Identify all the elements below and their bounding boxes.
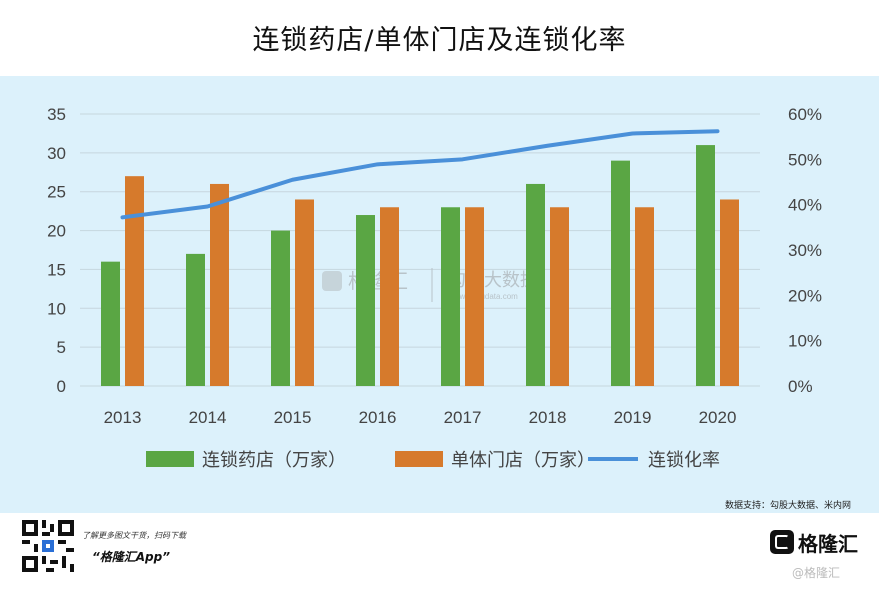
y-left-tick-label: 20 — [47, 222, 66, 241]
bar-chain-store — [696, 145, 715, 386]
bar-single-store — [550, 207, 569, 386]
qr-code-icon — [22, 520, 74, 572]
y-right-tick-label: 40% — [788, 196, 822, 215]
y-right-tick-label: 60% — [788, 105, 822, 124]
line-chain-rate — [120, 129, 720, 220]
legend-swatch-single — [395, 451, 443, 467]
bar-chain-store — [441, 207, 460, 386]
title-bar: 连锁药店/单体门店及连锁化率 — [0, 0, 879, 76]
y-right-tick-label: 30% — [788, 241, 822, 260]
x-tick-label: 2016 — [359, 408, 397, 427]
bar-chain-store — [611, 160, 630, 386]
legend-swatch-chain — [146, 451, 194, 467]
bar-chain-store — [101, 261, 120, 386]
bar-single-store — [380, 207, 399, 386]
y-left-tick-label: 35 — [47, 105, 66, 124]
chart-title: 连锁药店/单体门店及连锁化率 — [252, 25, 627, 56]
x-tick-label: 2020 — [699, 408, 737, 427]
y-left-tick-label: 10 — [47, 299, 66, 318]
x-tick-label: 2015 — [274, 408, 312, 427]
watermark-text-right: 勾股大数据 — [448, 270, 538, 290]
corner-watermark: @格隆汇 — [792, 566, 841, 580]
footer — [0, 513, 879, 589]
y-right-tick-label: 10% — [788, 332, 822, 351]
brand-logo: 格隆汇 — [770, 528, 858, 556]
x-tick-label: 2017 — [444, 408, 482, 427]
y-right-tick-label: 0% — [788, 377, 813, 396]
bar-single-store — [210, 183, 229, 386]
bar-chain-store — [526, 183, 545, 386]
source-note: 数据支持：勾股大数据、米内网 — [724, 501, 851, 511]
watermark-logo-icon — [322, 271, 342, 291]
x-tick-label: 2019 — [614, 408, 652, 427]
chart-area: 0 5 10 15 20 25 30 35 0% 10% 20% 30% 40% 50% 60% 格隆汇 勾股大… — [0, 76, 879, 513]
y-right-tick-label: 50% — [788, 150, 822, 169]
bar-single-store — [465, 207, 484, 386]
bar-single-store — [125, 176, 144, 386]
y-left-tick-label: 0 — [57, 377, 66, 396]
bar-chain-store — [356, 215, 375, 386]
y-right-tick-label: 20% — [788, 286, 822, 305]
bar-chain-store — [271, 230, 290, 386]
x-tick-label: 2013 — [104, 408, 142, 427]
legend-label: 连锁化率 — [648, 450, 720, 470]
y-left-tick-label: 30 — [47, 144, 66, 163]
x-tick-label: 2018 — [529, 408, 567, 427]
logo-text: 格隆汇 — [798, 531, 858, 556]
promo-text: 了解更多图文干货，扫码下载 — [82, 531, 186, 540]
legend-label: 连锁药店（万家） — [202, 450, 346, 470]
bar-chain-store — [186, 253, 205, 386]
logo-icon — [770, 530, 794, 554]
bar-single-store — [295, 199, 314, 386]
bar-single-store — [635, 207, 654, 386]
app-name: “格隆汇App” — [92, 550, 170, 564]
legend-label: 单体门店（万家） — [451, 450, 595, 470]
y-left-tick-label: 15 — [47, 260, 66, 279]
y-left-tick-label: 25 — [47, 183, 66, 202]
x-tick-label: 2014 — [189, 408, 227, 427]
y-left-tick-label: 5 — [57, 338, 66, 357]
bar-single-store — [720, 199, 739, 386]
